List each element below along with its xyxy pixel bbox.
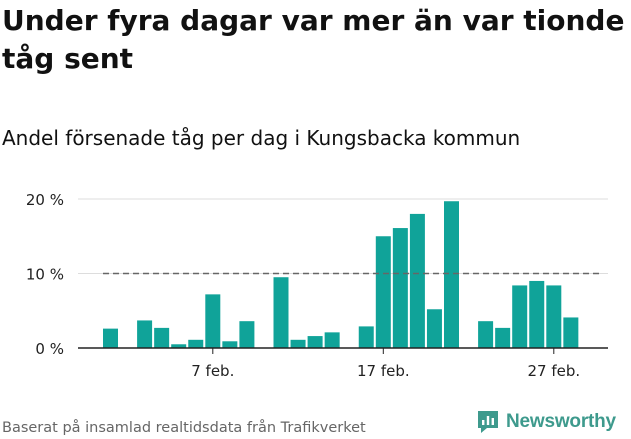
bar bbox=[426, 309, 442, 348]
bar bbox=[222, 341, 238, 348]
bar bbox=[307, 336, 323, 348]
source-note: Baserat på insamlad realtidsdata från Tr… bbox=[2, 420, 366, 436]
newsworthy-logo-icon bbox=[478, 411, 498, 433]
bars bbox=[103, 201, 579, 348]
bar bbox=[103, 328, 118, 348]
y-tick-label: 0 % bbox=[35, 340, 64, 358]
y-tick-label: 10 % bbox=[26, 266, 64, 284]
bar bbox=[409, 213, 425, 348]
x-tick-label: 17 feb. bbox=[357, 362, 410, 380]
chart-subtitle: Andel försenade tåg per dag i Kungsbacka… bbox=[2, 126, 521, 150]
bar bbox=[154, 327, 170, 348]
bar bbox=[239, 321, 255, 348]
bar bbox=[324, 332, 340, 348]
newsworthy-logo[interactable]: Newsworthy bbox=[476, 408, 616, 436]
bar bbox=[512, 285, 528, 348]
bar bbox=[358, 326, 374, 348]
x-tick-label: 7 feb. bbox=[191, 362, 234, 380]
bar bbox=[546, 285, 562, 348]
grid-lines bbox=[78, 198, 608, 274]
bar bbox=[375, 236, 391, 348]
bar bbox=[478, 321, 494, 348]
bar bbox=[273, 277, 289, 348]
bar bbox=[529, 280, 545, 348]
bar-chart: 0 % 10 % 20 % 7 feb. 17 feb. 27 feb. bbox=[26, 191, 608, 380]
newsworthy-logo-text: Newsworthy bbox=[506, 411, 616, 432]
bar bbox=[137, 320, 153, 348]
x-tick-label: 27 feb. bbox=[527, 362, 580, 380]
bar bbox=[290, 339, 306, 348]
bar bbox=[563, 317, 579, 348]
axes: 0 % 10 % 20 % 7 feb. 17 feb. 27 feb. bbox=[26, 191, 608, 380]
bar bbox=[188, 339, 204, 348]
bar bbox=[495, 327, 511, 348]
bar bbox=[392, 228, 408, 348]
y-tick-label: 20 % bbox=[26, 191, 64, 209]
bar bbox=[444, 201, 459, 348]
bar bbox=[171, 344, 187, 348]
chart-title: Under fyra dagar var mer än var tionde t… bbox=[2, 4, 625, 75]
bar bbox=[205, 294, 221, 348]
